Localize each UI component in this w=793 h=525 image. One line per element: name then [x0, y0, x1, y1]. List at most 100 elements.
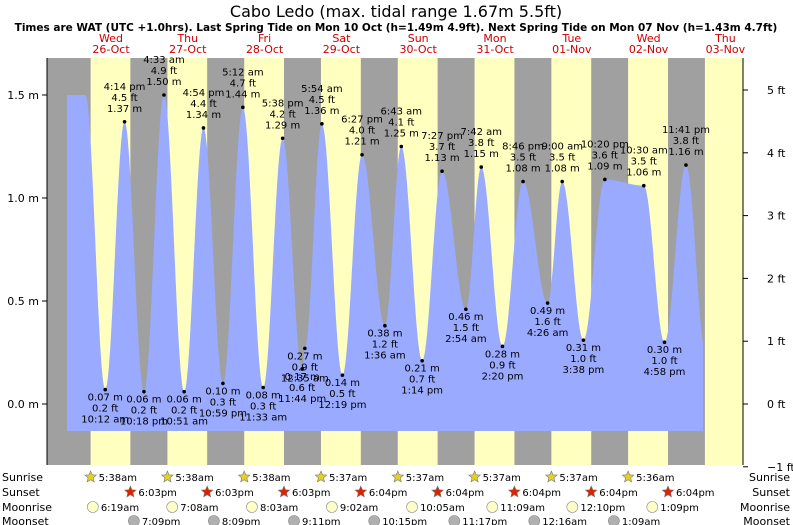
tide-ft-label: 3.7 ft: [429, 142, 455, 153]
moonset-icon: [608, 515, 620, 525]
day-date-label: 02-Nov: [629, 43, 669, 56]
tide-time-label: 2:54 am: [445, 334, 487, 345]
tide-ft-label: 4.5 ft: [309, 95, 335, 106]
day-date-label: 29-Oct: [323, 43, 361, 56]
tide-time-label: 10:59 pm: [199, 408, 247, 419]
moon-icon: [246, 501, 258, 513]
tide-point: [103, 387, 108, 392]
tide-ft-label: 3.8 ft: [673, 136, 699, 147]
tide-ft-label: 0.2 ft: [131, 406, 157, 417]
tide-m-label: 1.15 m: [464, 149, 499, 160]
tide-ft-label: 3.6 ft: [592, 150, 618, 161]
sunrise-time: 5:37am: [559, 473, 597, 484]
tide-time-label: 4:26 am: [527, 328, 569, 339]
sun-icon: [544, 470, 558, 483]
tide-point: [581, 338, 586, 342]
tide-time-label: 10:30 am: [620, 146, 668, 157]
day-name-label: Wed: [99, 32, 123, 45]
sun-icon: [354, 485, 368, 498]
sun-icon: [621, 470, 635, 483]
sun-icon: [391, 470, 405, 483]
tide-ft-label: 1.2 ft: [372, 340, 398, 351]
sunrise-time: 5:37am: [329, 473, 367, 484]
sunrise-time: 5:36am: [636, 473, 674, 484]
tide-ft-label: 4.0 ft: [349, 126, 375, 137]
tide-time-label: 4:14 pm: [104, 82, 146, 93]
moon-icon: [486, 501, 499, 513]
moonrise-time: 6:19am: [101, 503, 139, 514]
tide-ft-label: 4.7 ft: [230, 78, 256, 89]
day-name-label: Fri: [258, 32, 271, 45]
tide-time-label: 11:44 pm: [278, 394, 326, 405]
daylight-band: [704, 58, 743, 465]
tide-ft-label: 4.4 ft: [190, 99, 216, 110]
moonset-time: 7:09pm: [142, 517, 181, 525]
day-name-label: Mon: [483, 32, 506, 45]
tide-m-label: 1.50 m: [146, 77, 181, 88]
day-name-label: Sun: [408, 32, 429, 45]
tide-time-label: 10:18 pm: [120, 417, 168, 428]
sun-icon: [200, 485, 214, 498]
sunset-time: 6:04pm: [676, 488, 715, 499]
right-tick-label: 1 ft: [767, 335, 786, 348]
sun-icon: [468, 470, 482, 483]
sun-icon: [123, 485, 137, 498]
tide-point: [420, 358, 424, 363]
tide-time-label: 10:20 pm: [581, 139, 629, 150]
tide-m-label: 0.08 m: [246, 391, 281, 402]
tide-m-label: 1.16 m: [668, 147, 703, 158]
moonset-time: 9:11pm: [302, 517, 341, 525]
right-tick-label: 3 ft: [767, 210, 786, 223]
tide-time-label: 6:43 am: [381, 107, 423, 118]
tide-m-label: 0.14 m: [325, 378, 360, 389]
tide-point: [303, 346, 307, 351]
tide-ft-label: 1.5 ft: [453, 323, 479, 334]
tide-ft-label: 4.9 ft: [151, 66, 177, 77]
sunset-time: 6:04pm: [446, 488, 485, 499]
tide-area: [67, 95, 703, 431]
day-date-label: 28-Oct: [246, 43, 284, 56]
tide-point: [340, 373, 345, 377]
tide-ft-label: 1.6 ft: [534, 317, 560, 328]
tide-point: [464, 307, 468, 312]
tide-time-label: 10:12 am: [81, 415, 129, 426]
tide-m-label: 0.28 m: [485, 349, 520, 360]
tide-time-label: 8:46 pm: [502, 142, 544, 153]
tide-ft-label: 0.2 ft: [92, 404, 118, 415]
tide-time-label: 2:20 pm: [482, 371, 524, 382]
day-date-label: 26-Oct: [92, 43, 130, 56]
moonset-icon: [208, 515, 220, 525]
tide-m-label: 1.06 m: [626, 168, 661, 179]
tide-point: [500, 344, 505, 349]
sunset-time: 6:04pm: [522, 488, 561, 499]
tide-point: [201, 126, 206, 130]
tide-m-label: 0.06 m: [126, 395, 161, 406]
tide-point: [122, 119, 127, 124]
tide-point: [479, 165, 484, 169]
moonset-row-label: Moonset: [2, 515, 49, 525]
tide-point: [684, 163, 688, 167]
day-name-label: Wed: [637, 32, 661, 45]
sunset-time: 6:04pm: [369, 488, 408, 499]
tide-point: [383, 323, 387, 328]
tide-time-label: 5:54 am: [301, 84, 343, 95]
day-date-label: 03-Nov: [706, 43, 746, 56]
tide-time-label: 7:27 pm: [421, 131, 463, 142]
tide-ft-label: 0.3 ft: [210, 397, 236, 408]
tide-point: [261, 385, 265, 390]
sun-icon: [277, 485, 291, 498]
moonrise-time: 10:05am: [420, 503, 465, 514]
sun-icon: [237, 470, 251, 483]
moonrise-time: 11:09am: [500, 503, 545, 514]
moonset-time: 8:09pm: [222, 517, 261, 525]
moonset-time: 10:15pm: [382, 517, 427, 525]
tide-point: [662, 340, 667, 345]
sunrise-row-label-right: Sunrise: [749, 471, 790, 484]
tide-ft-label: 0.2 ft: [171, 406, 197, 417]
tide-ft-label: 0.9 ft: [489, 360, 515, 371]
moonrise-time: 8:03am: [260, 503, 298, 514]
tide-ft-label: 0.6 ft: [289, 383, 315, 394]
moonrise-time: 7:08am: [180, 503, 218, 514]
sun-icon: [431, 485, 445, 498]
